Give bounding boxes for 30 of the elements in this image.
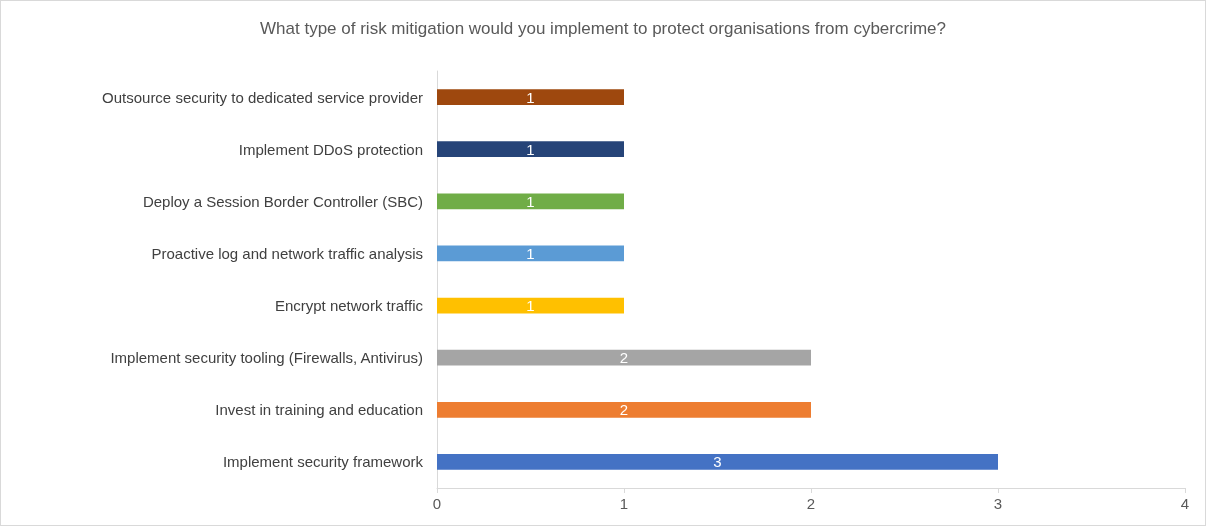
bar xyxy=(437,297,624,314)
bar xyxy=(437,401,811,418)
y-tick-label: Implement DDoS protection xyxy=(238,140,423,158)
bar xyxy=(437,193,624,210)
data-label: 1 xyxy=(526,297,535,315)
data-label: 1 xyxy=(526,192,535,210)
y-tick-label: Implement security framework xyxy=(222,453,424,471)
y-tick-label: Deploy a Session Border Controller (SBC) xyxy=(142,192,423,210)
y-tick-label: Implement security tooling (Firewalls, Antivirus) xyxy=(110,349,423,367)
data-label: 1 xyxy=(526,140,535,158)
x-tick-label: 4 xyxy=(1180,495,1190,512)
y-tick-label: Invest in training and education xyxy=(215,401,423,419)
chart-title: What type of risk mitigation would you implement to protect organisations from cybercrime? xyxy=(260,19,946,38)
y-tick-label: Proactive log and network traffic analysis xyxy=(151,244,423,262)
y-tick-label: Outsource security to dedicated service provider xyxy=(102,88,423,106)
y-tick-label: Encrypt network traffic xyxy=(274,297,424,315)
bar xyxy=(437,245,624,262)
data-label: 2 xyxy=(619,401,629,419)
x-tick-label: 0 xyxy=(432,495,442,512)
bar xyxy=(437,349,811,366)
bar xyxy=(437,89,624,105)
x-tick-label: 2 xyxy=(806,495,816,512)
bar xyxy=(437,454,998,470)
bar xyxy=(437,141,624,158)
x-tick-label: 1 xyxy=(619,495,629,512)
data-label: 3 xyxy=(713,453,722,471)
data-label: 1 xyxy=(526,244,535,262)
data-label: 1 xyxy=(526,88,535,106)
data-label: 2 xyxy=(619,349,629,367)
x-tick-label: 3 xyxy=(993,495,1003,512)
